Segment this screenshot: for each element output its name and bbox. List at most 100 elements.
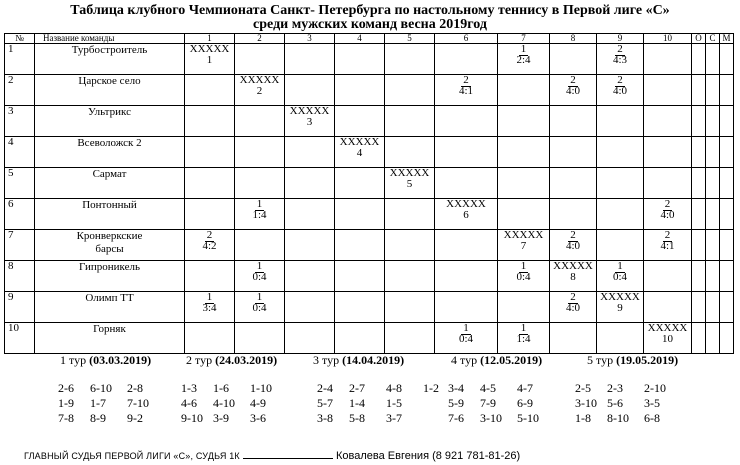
empty-cell (234, 167, 285, 199)
empty-cell (384, 260, 435, 292)
summary-cell (705, 43, 720, 75)
tour-label: 5 тур (587, 353, 614, 367)
diag-number: 4 (356, 147, 363, 159)
summary-cell (691, 136, 706, 168)
team-name: Кронверкские барсы (34, 229, 185, 261)
diag-mark: XXXXX (553, 260, 593, 272)
match-score: 3:4 (202, 302, 217, 314)
match-score: 1:4 (252, 209, 267, 221)
row-number: 2 (4, 74, 35, 106)
empty-cell (497, 136, 550, 168)
row-number: 3 (4, 105, 35, 137)
summary-cell (691, 167, 706, 199)
summary-cell (691, 198, 706, 230)
game-pair: 1-4 (349, 396, 365, 410)
empty-cell (284, 43, 335, 75)
empty-cell (284, 74, 335, 106)
tour-date: (24.03.2019) (215, 353, 278, 367)
diagonal-cell: XXXXX 6 (434, 198, 498, 230)
row-number: 4 (4, 136, 35, 168)
empty-cell (384, 136, 435, 168)
empty-cell (497, 105, 550, 137)
game-pair: 3-5 (644, 396, 660, 410)
empty-cell (596, 229, 644, 261)
game-pair: 3-6 (250, 411, 266, 425)
match-points: 2 (568, 291, 578, 304)
result-cell: 1 2:4 (497, 43, 550, 75)
empty-cell (497, 198, 550, 230)
match-score: 4:0 (565, 85, 581, 97)
result-cell: 1 0:4 (234, 291, 285, 323)
team-name: Понтонный (34, 198, 185, 230)
summary-cell (705, 105, 720, 137)
match-points: 1 (615, 260, 625, 273)
games-row: 1-9 1-7 7-10 (58, 396, 164, 411)
tour-date: (19.05.2019) (616, 353, 679, 367)
result-cell: 1 0:4 (434, 322, 498, 354)
diagonal-cell: XXXXX 1 (184, 43, 235, 75)
diag-mark: XXXXX (446, 198, 486, 210)
match-points: 1 (204, 291, 215, 304)
summary-cell (691, 229, 706, 261)
judge-title: ГЛАВНЫЙ СУДЬЯ ПЕРВОЙ ЛИГИ «С», СУДЬЯ 1К (24, 451, 240, 461)
game-pair: 4-7 (517, 381, 533, 395)
diag-mark: XXXXX (339, 136, 380, 148)
game-pair: 2-8 (127, 381, 143, 395)
game-pair: 1-10 (250, 381, 272, 395)
team-name-line: Гипроникель (79, 261, 140, 273)
summary-cell (705, 74, 720, 106)
game-pair: 2-4 (317, 381, 333, 395)
game-pair: 3-4 (448, 381, 464, 395)
game-pair: 4-10 (213, 396, 235, 410)
diagonal-cell: XXXXX 8 (549, 260, 597, 292)
empty-cell (334, 291, 385, 323)
judge-name: Ковалева Евгения (8 921 781-81-26) (336, 450, 521, 462)
empty-cell (184, 322, 235, 354)
signature-line (242, 449, 333, 459)
match-points: 1 (254, 198, 265, 211)
game-pair: 1-2 (423, 381, 439, 395)
table-row: 8 Гипроникель 1 0:4 1 0:4 XXXXX 8 1 0:4 (4, 260, 734, 292)
empty-cell (549, 136, 597, 168)
empty-cell (384, 74, 435, 106)
games-row: 5-7 1-4 1-5 (317, 396, 460, 411)
empty-cell (234, 43, 285, 75)
table-row: 2 Царское село XXXXX 2 2 4:1 2 4:0 2 4:0 (4, 74, 734, 106)
game-pair: 3-7 (386, 411, 402, 425)
summary-cell (705, 167, 720, 199)
game-pair: 7-6 (448, 411, 464, 425)
team-name-line: Сармат (92, 168, 127, 180)
table-row: 5 Сармат XXXXX 5 (4, 167, 734, 199)
result-cell: 2 4:0 (596, 74, 644, 106)
result-cell: 2 4:2 (184, 229, 235, 261)
diagonal-cell: XXXXX 7 (497, 229, 550, 261)
row-number: 8 (4, 260, 35, 292)
empty-cell (497, 74, 550, 106)
team-name: Олимп ТТ (34, 291, 185, 323)
header-col: 4 (334, 33, 385, 44)
empty-cell (334, 74, 385, 106)
team-name-line: Олимп ТТ (85, 292, 134, 304)
summary-cell (705, 260, 720, 292)
diagonal-cell: XXXXX 2 (234, 74, 285, 106)
empty-cell (596, 105, 644, 137)
summary-cell (719, 105, 734, 137)
game-pair: 7-10 (127, 396, 149, 410)
empty-cell (184, 136, 235, 168)
result-cell: 2 4:0 (549, 229, 597, 261)
summary-cell (691, 105, 706, 137)
games-row: 2-4 2-7 4-8 1-2 (317, 381, 460, 396)
diag-number: 7 (520, 240, 527, 252)
diagonal-cell: XXXXX 4 (334, 136, 385, 168)
game-pair: 1-6 (213, 381, 229, 395)
header-col: 8 (549, 33, 597, 44)
summary-cell (719, 167, 734, 199)
team-name: Ультрикс (34, 105, 185, 137)
game-pair: 9-10 (181, 411, 203, 425)
empty-cell (643, 167, 692, 199)
tour-header: 3 тур (14.04.2019) (313, 353, 404, 368)
empty-cell (334, 105, 385, 137)
empty-cell (434, 136, 498, 168)
row-number: 1 (4, 43, 35, 75)
team-name: Турбостроитель (34, 43, 185, 75)
